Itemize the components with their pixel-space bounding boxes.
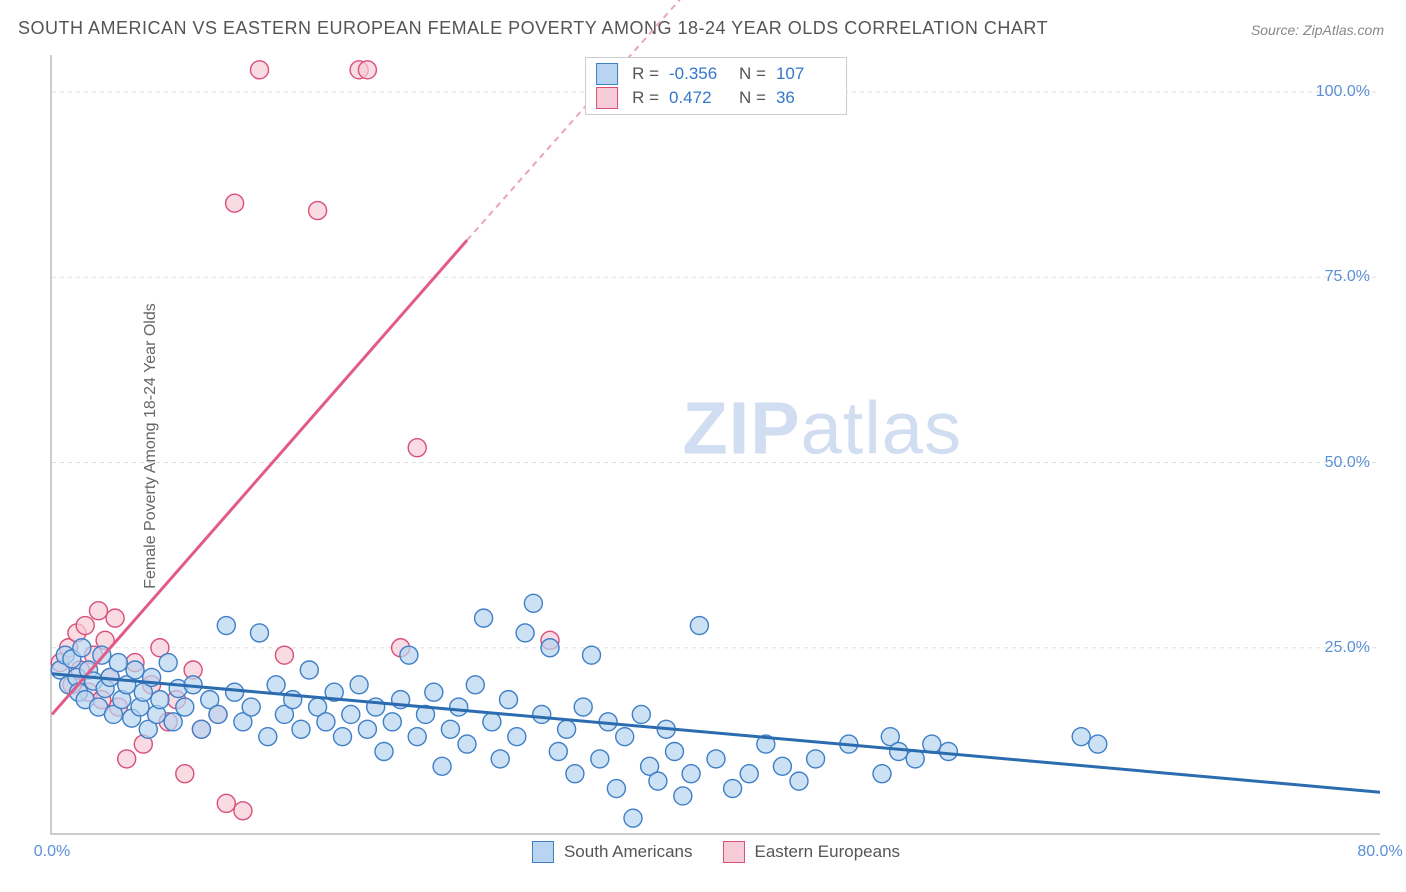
source-label: Source: ZipAtlas.com — [1251, 22, 1384, 38]
n-value: 36 — [776, 86, 836, 110]
legend-item: South Americans — [532, 841, 693, 863]
plot-area: ZIPatlas R = -0.356 N = 107 R = 0.472 N … — [50, 55, 1380, 835]
legend-row-series-1: R = -0.356 N = 107 — [596, 62, 836, 86]
r-value: -0.356 — [669, 62, 729, 86]
series-legend: South Americans Eastern Europeans — [532, 841, 900, 863]
y-tick-label: 75.0% — [1325, 268, 1370, 286]
swatch-icon — [596, 87, 618, 109]
swatch-icon — [532, 841, 554, 863]
r-label: R = — [632, 86, 659, 110]
x-tick-label: 0.0% — [34, 843, 70, 861]
r-label: R = — [632, 62, 659, 86]
x-tick-label: 80.0% — [1357, 843, 1402, 861]
swatch-icon — [596, 63, 618, 85]
legend-item: Eastern Europeans — [722, 841, 900, 863]
legend-label: Eastern Europeans — [754, 842, 900, 862]
swatch-icon — [722, 841, 744, 863]
n-value: 107 — [776, 62, 836, 86]
y-tick-label: 50.0% — [1325, 454, 1370, 472]
correlation-legend: R = -0.356 N = 107 R = 0.472 N = 36 — [585, 57, 847, 115]
y-tick-label: 100.0% — [1316, 83, 1370, 101]
chart-svg — [52, 55, 1380, 833]
legend-row-series-2: R = 0.472 N = 36 — [596, 86, 836, 110]
legend-label: South Americans — [564, 842, 693, 862]
n-label: N = — [739, 62, 766, 86]
r-value: 0.472 — [669, 86, 729, 110]
chart-title: SOUTH AMERICAN VS EASTERN EUROPEAN FEMAL… — [18, 18, 1048, 39]
y-tick-label: 25.0% — [1325, 639, 1370, 657]
n-label: N = — [739, 86, 766, 110]
